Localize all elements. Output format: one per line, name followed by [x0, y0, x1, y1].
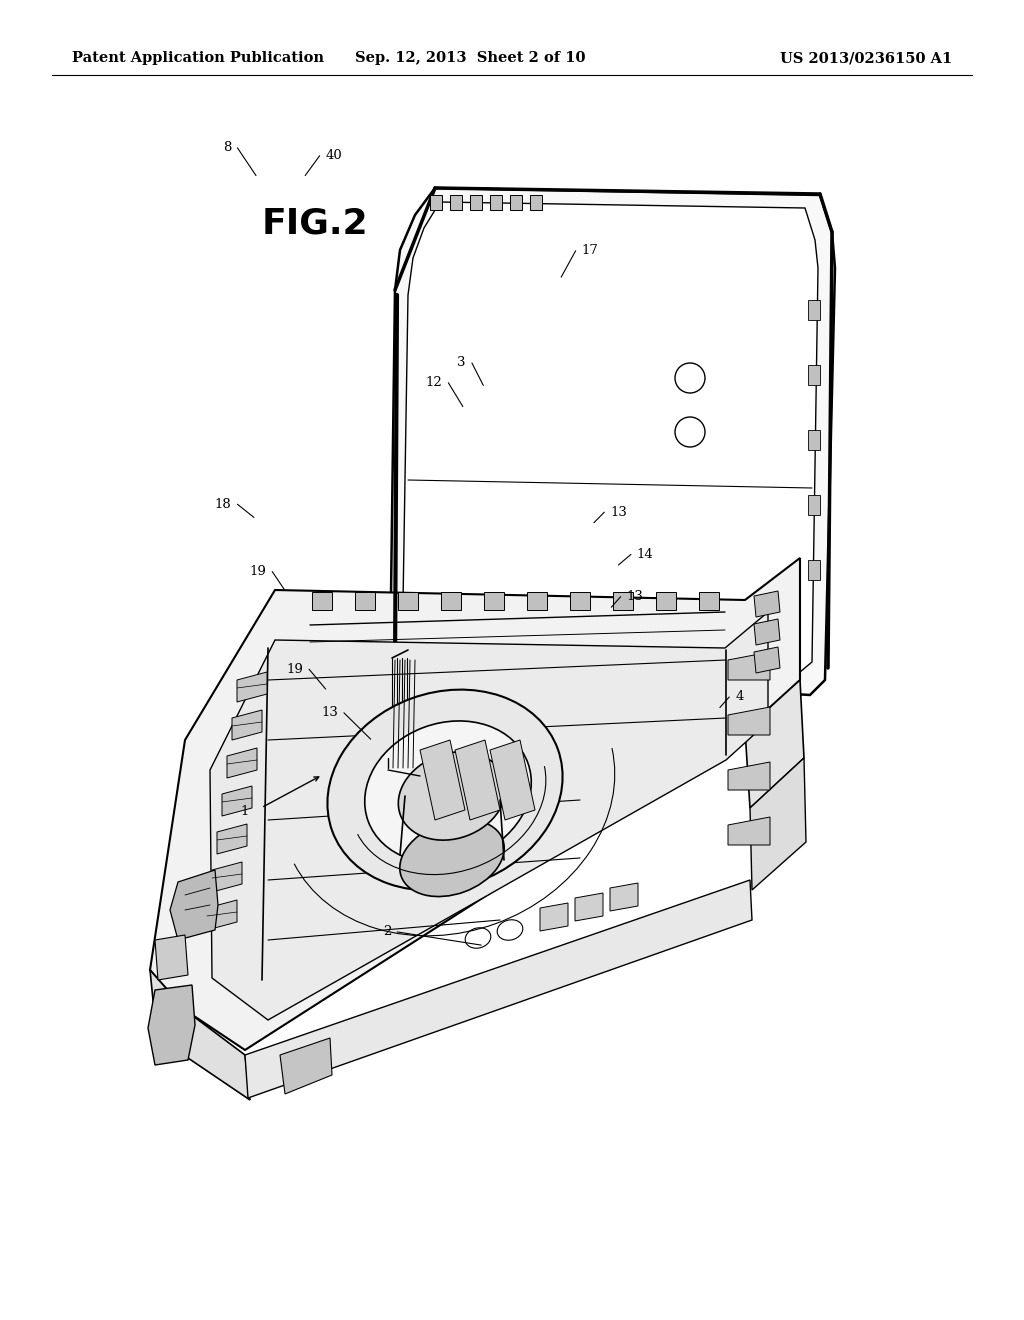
Polygon shape [390, 187, 835, 696]
Text: Sep. 12, 2013  Sheet 2 of 10: Sep. 12, 2013 Sheet 2 of 10 [354, 51, 586, 65]
Ellipse shape [398, 752, 506, 840]
Polygon shape [150, 558, 800, 1049]
Polygon shape [754, 647, 780, 673]
Polygon shape [808, 495, 820, 515]
Polygon shape [808, 300, 820, 319]
Text: 17: 17 [582, 244, 598, 257]
Polygon shape [728, 708, 770, 735]
Polygon shape [245, 880, 752, 1098]
Polygon shape [484, 591, 504, 610]
Ellipse shape [328, 689, 562, 891]
Text: 19: 19 [250, 565, 266, 578]
Polygon shape [355, 591, 375, 610]
Polygon shape [808, 560, 820, 579]
Polygon shape [450, 195, 462, 210]
Polygon shape [441, 591, 461, 610]
Polygon shape [455, 741, 500, 820]
Polygon shape [490, 741, 535, 820]
Polygon shape [212, 862, 242, 892]
Polygon shape [207, 900, 237, 931]
Polygon shape [227, 748, 257, 777]
Text: 18: 18 [215, 498, 231, 511]
Polygon shape [430, 195, 442, 210]
Text: 40: 40 [326, 149, 342, 162]
Text: 13: 13 [627, 590, 643, 603]
Polygon shape [613, 591, 633, 610]
Text: 13: 13 [322, 706, 338, 719]
Text: 3: 3 [458, 356, 466, 370]
Polygon shape [570, 591, 590, 610]
Polygon shape [728, 652, 770, 680]
Polygon shape [530, 195, 542, 210]
Polygon shape [527, 591, 547, 610]
Text: 19: 19 [287, 663, 303, 676]
Text: Patent Application Publication: Patent Application Publication [72, 51, 324, 65]
Polygon shape [490, 195, 502, 210]
Text: 1: 1 [241, 805, 249, 818]
Polygon shape [470, 195, 482, 210]
Polygon shape [510, 195, 522, 210]
Polygon shape [750, 758, 806, 890]
Text: 4: 4 [735, 690, 743, 704]
Text: 14: 14 [637, 548, 653, 561]
Text: 13: 13 [610, 506, 627, 519]
Polygon shape [232, 710, 262, 741]
Polygon shape [610, 883, 638, 911]
Polygon shape [699, 591, 719, 610]
Polygon shape [754, 591, 780, 616]
Text: 12: 12 [426, 376, 442, 389]
Polygon shape [150, 970, 250, 1100]
Polygon shape [222, 785, 252, 816]
Polygon shape [540, 903, 568, 931]
Polygon shape [398, 591, 418, 610]
Polygon shape [170, 870, 218, 940]
Text: 8: 8 [223, 141, 231, 154]
Polygon shape [728, 817, 770, 845]
Polygon shape [745, 680, 804, 808]
Polygon shape [754, 619, 780, 645]
Polygon shape [210, 612, 768, 1020]
Polygon shape [402, 202, 818, 672]
Polygon shape [217, 824, 247, 854]
Text: 2: 2 [383, 925, 391, 939]
Polygon shape [312, 591, 332, 610]
Text: US 2013/0236150 A1: US 2013/0236150 A1 [779, 51, 952, 65]
Polygon shape [420, 741, 465, 820]
Polygon shape [237, 672, 267, 702]
Polygon shape [808, 430, 820, 450]
Ellipse shape [399, 820, 504, 896]
Polygon shape [280, 1038, 332, 1094]
Text: FIG.2: FIG.2 [262, 206, 369, 240]
Ellipse shape [365, 721, 531, 863]
Polygon shape [728, 762, 770, 789]
Polygon shape [808, 366, 820, 385]
Polygon shape [656, 591, 676, 610]
Polygon shape [148, 985, 195, 1065]
Polygon shape [575, 894, 603, 921]
Polygon shape [155, 935, 188, 979]
